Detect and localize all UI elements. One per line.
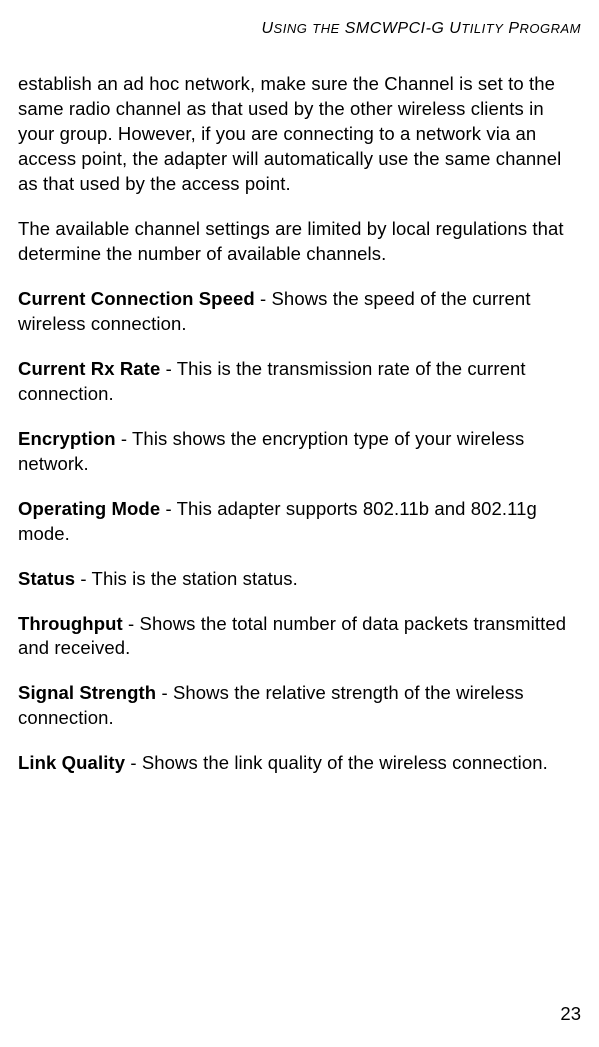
label-signal-strength: Signal Strength (18, 682, 156, 703)
paragraph-intro-2: The available channel settings are limit… (18, 217, 581, 267)
page-header: USING THE SMCWPCI-G UTILITY PROGRAM (18, 20, 581, 38)
label-encryption: Encryption (18, 428, 116, 449)
text-status: - This is the station status. (75, 568, 298, 589)
paragraph-encryption: Encryption - This shows the encryption t… (18, 427, 581, 477)
label-status: Status (18, 568, 75, 589)
label-operating-mode: Operating Mode (18, 498, 160, 519)
page-number: 23 (560, 1003, 581, 1025)
paragraph-intro-1: establish an ad hoc network, make sure t… (18, 72, 581, 197)
paragraph-signal-strength: Signal Strength - Shows the relative str… (18, 681, 581, 731)
paragraph-rx-rate: Current Rx Rate - This is the transmissi… (18, 357, 581, 407)
paragraph-operating-mode: Operating Mode - This adapter supports 8… (18, 497, 581, 547)
paragraph-status: Status - This is the station status. (18, 567, 581, 592)
label-link-quality: Link Quality (18, 752, 125, 773)
text-link-quality: - Shows the link quality of the wireless… (125, 752, 548, 773)
paragraph-throughput: Throughput - Shows the total number of d… (18, 612, 581, 662)
page: USING THE SMCWPCI-G UTILITY PROGRAM esta… (0, 0, 599, 1047)
label-connection-speed: Current Connection Speed (18, 288, 255, 309)
paragraph-connection-speed: Current Connection Speed - Shows the spe… (18, 287, 581, 337)
paragraph-link-quality: Link Quality - Shows the link quality of… (18, 751, 581, 776)
label-throughput: Throughput (18, 613, 123, 634)
label-rx-rate: Current Rx Rate (18, 358, 160, 379)
